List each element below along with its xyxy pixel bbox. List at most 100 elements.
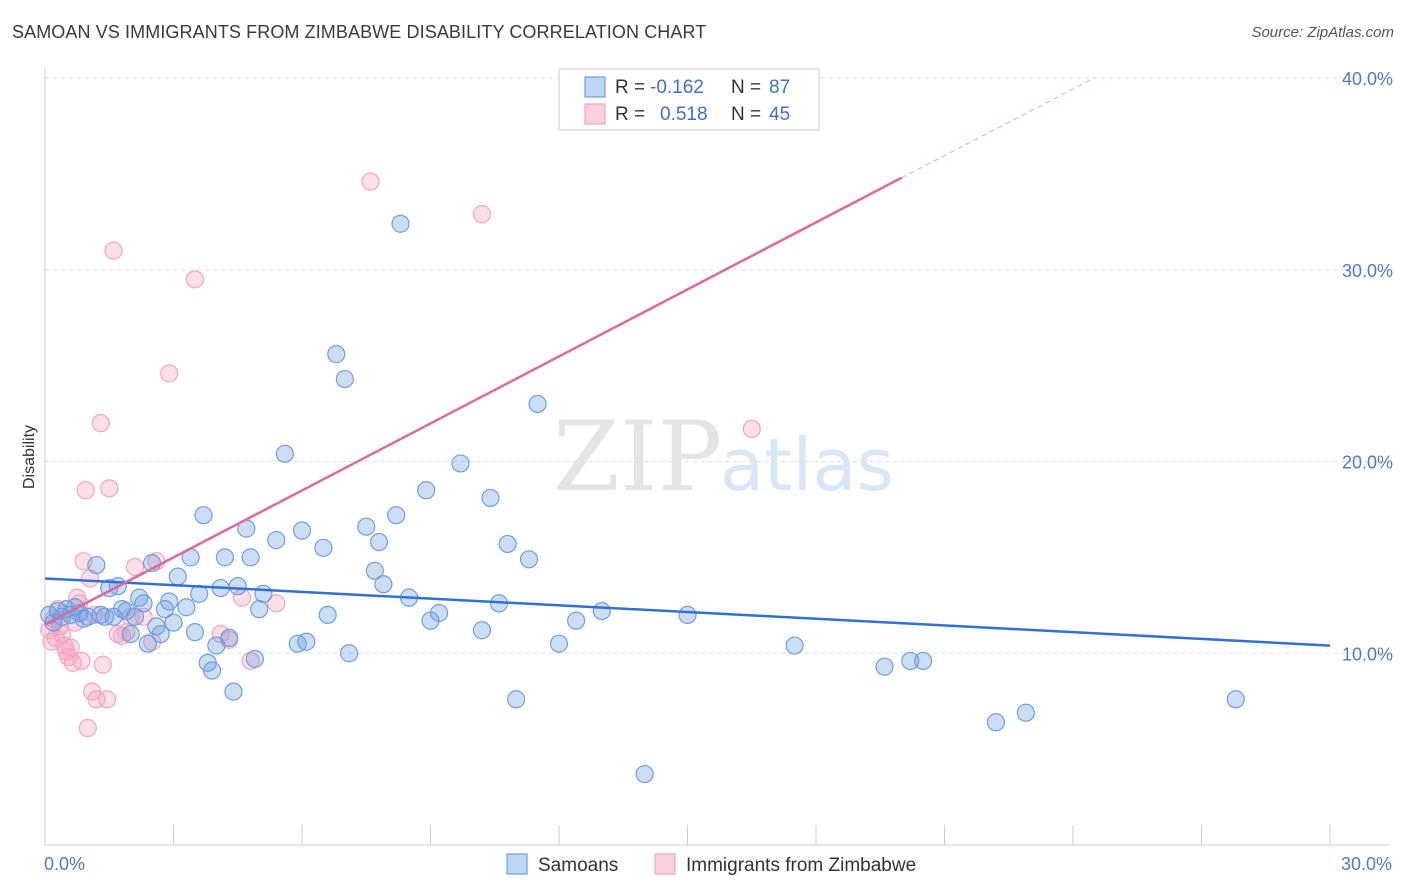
zimbabwe-point-24	[93, 655, 112, 674]
samoan-point-84	[913, 651, 933, 671]
samoan-point-10	[87, 555, 106, 575]
samoan-point-22	[138, 634, 157, 653]
samoan-point-52	[297, 632, 316, 651]
trend-lines	[44, 77, 1331, 647]
samoan-point-55	[327, 345, 346, 364]
zimbabwe-point-27	[104, 241, 123, 260]
samoan-point-42	[228, 577, 247, 596]
samoan-point-45	[245, 649, 264, 669]
samoan-point-67	[429, 603, 449, 623]
y-tick-labels: 10.0% 20.0% 30.0% 40.0%	[1342, 69, 1393, 664]
zimbabwe-trend-extension	[901, 77, 1095, 179]
samoan-point-40	[220, 628, 239, 648]
samoan-point-59	[365, 561, 384, 580]
samoan-point-18	[121, 624, 140, 644]
zimbabwe-point-10	[61, 638, 80, 657]
samoan-point-34	[194, 506, 213, 525]
zimbabwe-point-18	[78, 718, 97, 738]
samoan-point-85	[986, 713, 1006, 732]
samoan-point-83	[901, 651, 920, 671]
samoan-point-28	[164, 613, 183, 632]
zimbabwe-point-36	[160, 364, 179, 383]
legend: R = -0.162 N = 87 R = 0.518 N = 45	[558, 68, 820, 131]
samoan-point-70	[481, 488, 500, 508]
legend-r-label-zimbabwe: R =	[615, 104, 645, 125]
samoan-point-69	[472, 621, 491, 640]
samoan-point-82	[875, 657, 894, 676]
samoan-point-65	[417, 481, 436, 500]
samoan-point-86	[1016, 703, 1035, 722]
legend-r-value-samoans: -0.162	[650, 77, 704, 98]
samoan-point-25	[151, 624, 170, 644]
samoan-point-87	[1226, 690, 1245, 709]
samoan-point-54	[318, 605, 337, 625]
samoan-point-60	[370, 532, 389, 552]
samoan-point-44	[241, 548, 260, 567]
x-axis-ticks	[173, 825, 1331, 845]
samoan-point-73	[507, 690, 526, 709]
samoan-point-32	[185, 623, 205, 642]
legend-n-label-samoans: N =	[731, 77, 761, 98]
samoan-point-63	[391, 214, 410, 233]
series-samoans-points	[40, 214, 1245, 784]
samoan-point-19	[125, 607, 145, 626]
y-tick-label-2: 30.0%	[1342, 261, 1393, 281]
y-axis-label: Disability	[21, 425, 38, 489]
samoan-point-78	[592, 601, 611, 621]
legend-n-value-samoans: 87	[769, 77, 790, 98]
samoan-point-36	[202, 661, 222, 680]
samoan-point-41	[224, 682, 243, 701]
samoan-point-57	[340, 644, 359, 663]
samoan-point-68	[451, 454, 470, 473]
legend-n-value-zimbabwe: 45	[769, 104, 790, 125]
x-tick-label-min: 0.0%	[44, 854, 85, 874]
samoan-point-51	[292, 521, 312, 540]
samoans-trend-line	[44, 577, 1331, 647]
bottom-legend-swatch-zimbabwe	[654, 853, 676, 875]
samoan-point-29	[168, 567, 187, 586]
zimbabwe-point-43	[361, 172, 380, 191]
zimbabwe-point-45	[742, 419, 761, 439]
bottom-legend: Samoans Immigrants from Zimbabwe	[506, 853, 916, 876]
samoan-point-58	[357, 517, 376, 536]
y-tick-label-3: 40.0%	[1342, 69, 1393, 89]
samoan-point-72	[498, 534, 517, 554]
zimbabwe-point-17	[76, 481, 95, 500]
samoan-point-49	[275, 444, 294, 463]
zimbabwe-point-22	[87, 690, 106, 709]
zimbabwe-point-42	[267, 594, 286, 613]
legend-swatch-zimbabwe	[584, 103, 606, 125]
samoan-point-77	[567, 611, 586, 630]
samoan-point-27	[160, 592, 179, 611]
samoan-point-48	[267, 531, 286, 550]
samoan-point-61	[374, 575, 393, 594]
x-tick-label-max: 30.0%	[1341, 854, 1392, 874]
samoan-point-62	[387, 506, 406, 525]
zimbabwe-point-37	[185, 270, 205, 289]
zimbabwe-point-23	[91, 414, 110, 433]
zimbabwe-point-26	[100, 479, 119, 498]
zimbabwe-trend-line	[44, 176, 903, 626]
bottom-legend-label-zimbabwe: Immigrants from Zimbabwe	[686, 855, 916, 876]
samoan-point-79	[635, 764, 654, 784]
bottom-legend-label-samoans: Samoans	[538, 855, 618, 876]
samoan-point-56	[335, 369, 354, 389]
zimbabwe-point-44	[472, 205, 491, 224]
watermark-zip: ZIP	[553, 401, 722, 513]
samoan-point-53	[314, 538, 333, 557]
samoan-point-74	[519, 550, 539, 569]
samoan-point-30	[177, 598, 196, 617]
samoan-point-81	[785, 636, 804, 655]
legend-swatch-samoans	[584, 76, 606, 98]
source-credit: Source: ZipAtlas.com	[1251, 24, 1394, 41]
legend-n-label-zimbabwe: N =	[731, 104, 761, 125]
samoan-point-21	[134, 594, 153, 613]
bottom-legend-swatch-samoans	[506, 853, 528, 875]
samoan-point-46	[250, 600, 269, 619]
legend-r-value-zimbabwe: 0.518	[660, 104, 708, 125]
samoan-point-39	[215, 548, 234, 567]
chart-title: SAMOAN VS IMMIGRANTS FROM ZIMBABWE DISAB…	[12, 22, 707, 42]
zimbabwe-point-15	[72, 651, 91, 671]
grid-lines	[45, 77, 1390, 654]
y-tick-label-0: 10.0%	[1342, 644, 1393, 664]
